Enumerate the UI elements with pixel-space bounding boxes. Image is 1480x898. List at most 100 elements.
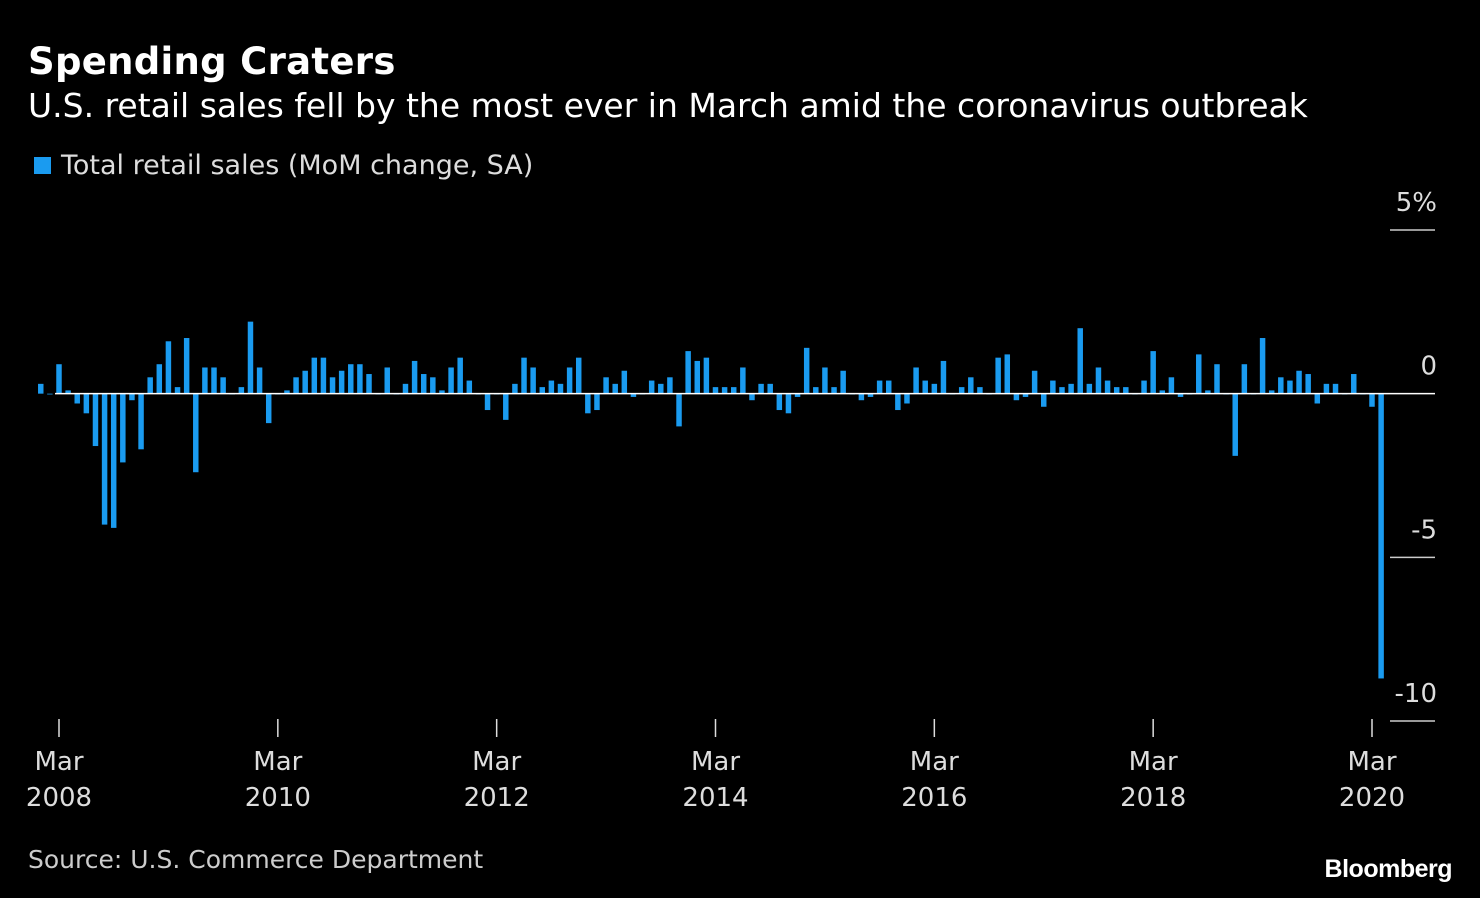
x-tick-label: 2010 bbox=[245, 783, 311, 813]
bar bbox=[1296, 370, 1302, 394]
bar bbox=[913, 367, 919, 394]
legend: Total retail sales (MoM change, SA) bbox=[34, 150, 533, 181]
x-tick-label: Mar bbox=[1347, 747, 1396, 777]
bar bbox=[740, 367, 746, 394]
source-note: Source: U.S. Commerce Department bbox=[28, 845, 484, 874]
legend-label: Total retail sales (MoM change, SA) bbox=[61, 150, 534, 181]
bar bbox=[995, 357, 1001, 394]
bar bbox=[676, 393, 682, 427]
bar bbox=[1159, 390, 1166, 394]
bar bbox=[1378, 393, 1384, 679]
bar bbox=[47, 393, 53, 395]
bar bbox=[1278, 377, 1284, 394]
x-tick-label: 2008 bbox=[26, 783, 92, 813]
bar bbox=[302, 370, 308, 394]
x-tick-label: Mar bbox=[472, 747, 521, 777]
bar bbox=[803, 347, 810, 394]
bar bbox=[1332, 383, 1339, 394]
bar bbox=[484, 393, 491, 411]
bar bbox=[813, 387, 819, 394]
bar bbox=[1013, 393, 1020, 401]
x-tick-label: 2016 bbox=[901, 783, 967, 813]
bar bbox=[922, 380, 928, 394]
bar bbox=[785, 393, 792, 414]
bar bbox=[575, 357, 582, 394]
bar bbox=[1351, 374, 1357, 394]
bar bbox=[648, 380, 655, 394]
bar bbox=[548, 380, 555, 394]
bar bbox=[867, 393, 874, 397]
bar bbox=[265, 393, 272, 424]
bar bbox=[1104, 380, 1111, 394]
bar bbox=[83, 393, 90, 414]
bar bbox=[1059, 387, 1065, 394]
x-tick-label: Mar bbox=[34, 747, 83, 777]
x-tick-label: Mar bbox=[910, 747, 959, 777]
bar bbox=[329, 377, 336, 394]
bar bbox=[721, 387, 728, 394]
bar bbox=[703, 357, 710, 394]
bar bbox=[138, 393, 144, 450]
bar bbox=[366, 374, 372, 394]
bar bbox=[731, 387, 737, 394]
bar bbox=[886, 380, 892, 394]
bar bbox=[1041, 393, 1047, 407]
bar bbox=[767, 383, 773, 394]
bar bbox=[193, 393, 199, 473]
bar bbox=[448, 367, 454, 394]
bar bbox=[566, 367, 573, 394]
bar bbox=[92, 393, 99, 447]
bar bbox=[348, 364, 354, 394]
bar bbox=[594, 393, 600, 411]
x-tick-label: 2014 bbox=[682, 783, 748, 813]
x-tick-label: 2018 bbox=[1120, 783, 1186, 813]
bar bbox=[147, 377, 153, 394]
bar bbox=[1068, 383, 1074, 394]
bar bbox=[977, 387, 983, 394]
bar bbox=[539, 387, 545, 394]
bar bbox=[876, 380, 883, 394]
bar bbox=[831, 387, 837, 394]
bars bbox=[38, 321, 1384, 679]
x-tick-label: Mar bbox=[1129, 747, 1178, 777]
bar bbox=[712, 387, 719, 394]
bar bbox=[1123, 387, 1129, 394]
bar bbox=[311, 357, 318, 394]
bar bbox=[557, 383, 564, 394]
bar bbox=[776, 393, 783, 411]
bar bbox=[822, 367, 828, 394]
bar bbox=[840, 370, 846, 394]
bar bbox=[1004, 354, 1011, 394]
bar bbox=[284, 390, 290, 394]
bar bbox=[1268, 390, 1275, 394]
y-tick-label: -10 bbox=[1395, 679, 1437, 709]
bar bbox=[658, 383, 664, 394]
y-tick-label: 0 bbox=[1420, 352, 1437, 382]
bar bbox=[202, 367, 208, 394]
bar bbox=[402, 383, 409, 394]
bar bbox=[1241, 364, 1248, 394]
bar bbox=[338, 370, 345, 394]
bar bbox=[1314, 393, 1321, 404]
y-axis: 5% 0 -5 -10 bbox=[1390, 188, 1437, 722]
bar bbox=[320, 357, 327, 394]
bar bbox=[758, 383, 764, 394]
bar bbox=[38, 383, 44, 394]
legend-swatch bbox=[34, 157, 51, 174]
bar bbox=[1232, 393, 1238, 456]
bar bbox=[895, 393, 901, 411]
bar bbox=[1095, 367, 1102, 394]
bar bbox=[858, 393, 865, 401]
bar bbox=[612, 383, 618, 394]
bar bbox=[1177, 393, 1184, 397]
bloomberg-logo: Bloomberg bbox=[1324, 855, 1453, 883]
bar bbox=[1214, 364, 1220, 394]
bar bbox=[56, 364, 62, 394]
bar bbox=[1113, 387, 1120, 394]
x-tick-label: 2012 bbox=[464, 783, 530, 813]
bar bbox=[521, 357, 527, 394]
bar bbox=[621, 370, 628, 394]
bar bbox=[530, 367, 536, 394]
bar bbox=[457, 357, 463, 394]
